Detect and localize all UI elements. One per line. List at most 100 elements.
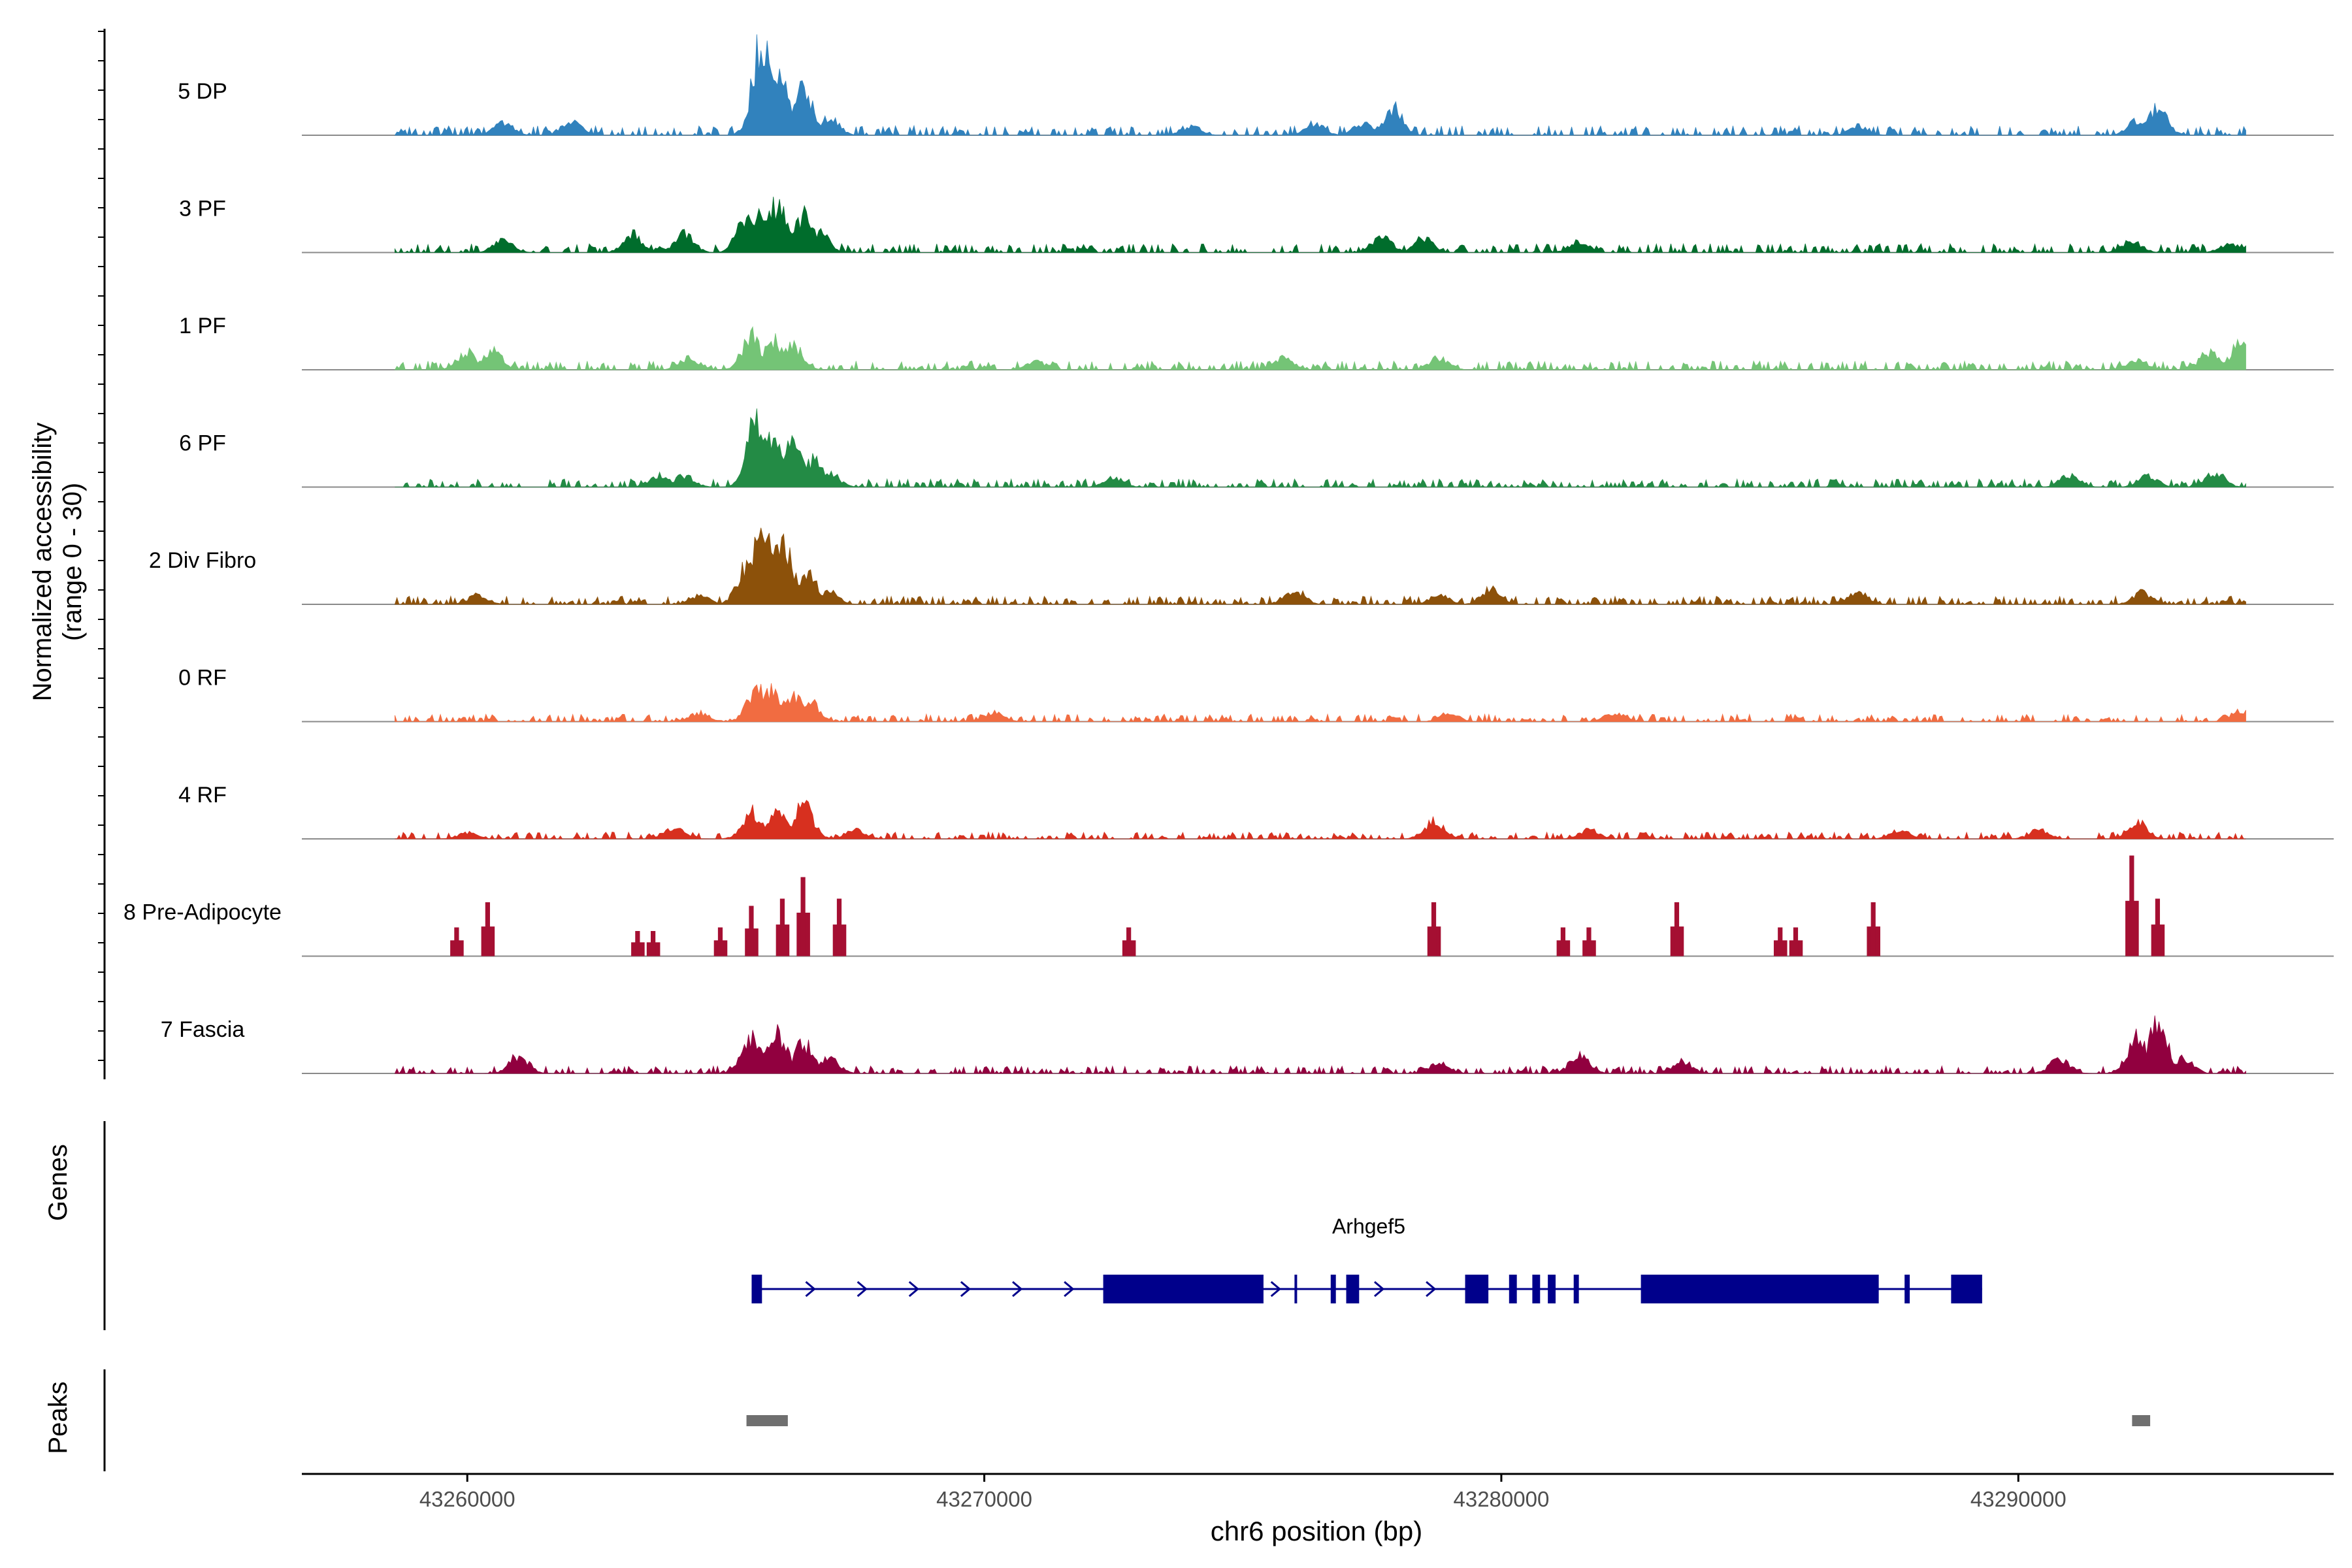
strand-arrow-icon — [908, 1281, 920, 1298]
coverage-area — [394, 326, 2246, 371]
coverage-block-peak — [1778, 927, 1783, 956]
gene-exon — [751, 1275, 762, 1303]
coverage-block — [1427, 902, 1441, 956]
coverage-block — [713, 927, 728, 956]
coverage-block-peak — [1674, 902, 1680, 956]
peaks-panel — [103, 1369, 2151, 1471]
strand-arrow-icon — [1012, 1281, 1023, 1298]
gene-exon — [1509, 1275, 1517, 1303]
track-label: 6 PF — [179, 431, 226, 456]
strand-arrow-icon — [805, 1281, 816, 1298]
coverage-block-peak — [651, 931, 656, 956]
coverage-block-peak — [779, 898, 785, 956]
coverage-block — [1582, 927, 1596, 956]
coverage-block — [2151, 898, 2165, 956]
coverage-area — [394, 527, 2246, 606]
coverage-y-label-line2: (range 0 - 30) — [58, 483, 87, 641]
track-5-dp: 5 DP — [178, 34, 2334, 137]
x-axis-title: chr6 position (bp) — [1211, 1516, 1423, 1546]
gene-exon — [1532, 1275, 1541, 1303]
gene-exon — [1465, 1275, 1489, 1303]
coverage-block-peak — [2129, 855, 2134, 956]
track-label: 2 Div Fibro — [149, 548, 256, 573]
track-label: 5 DP — [178, 79, 227, 104]
peak-region — [746, 1415, 788, 1426]
coverage-block-peak — [1870, 902, 1876, 956]
coverage-block — [631, 931, 645, 956]
track-label: 8 Pre-Adipocyte — [123, 900, 282, 925]
coverage-block-peak — [1431, 902, 1437, 956]
coverage-block-peak — [717, 927, 723, 956]
genes-y-label: Genes — [44, 1144, 73, 1221]
coverage-block-peak — [485, 902, 490, 956]
track-label: 7 Fascia — [161, 1017, 245, 1042]
coverage-area — [394, 34, 2246, 137]
coverage-block — [1670, 902, 1684, 956]
coverage-block-peak — [1560, 927, 1565, 956]
gene-exon — [1346, 1275, 1360, 1303]
gene-exon — [1904, 1275, 1910, 1303]
gene-exon — [1951, 1275, 1982, 1303]
gene-exon — [1548, 1275, 1556, 1303]
strand-arrow-icon — [960, 1281, 972, 1298]
x-tick-label: 43270000 — [936, 1487, 1032, 1511]
track-3-pf: 3 PF — [179, 197, 2334, 254]
coverage-area — [395, 197, 2246, 254]
track-label: 3 PF — [179, 197, 226, 221]
coverage-panel: 5 DP 3 PF 1 PF 6 PF 2 Div Fibro 0 RF 4 RF 8 Pre… — [98, 29, 2334, 1079]
gene-exon — [1641, 1275, 1879, 1303]
coverage-block — [646, 931, 661, 956]
coverage-block — [1773, 927, 1788, 956]
coverage-block — [450, 927, 464, 956]
track-label: 1 PF — [179, 314, 226, 338]
x-tick-label: 43260000 — [419, 1487, 515, 1511]
track-8-pre-adipocyte: 8 Pre-Adipocyte — [123, 855, 2334, 957]
coverage-area — [395, 408, 2246, 489]
peak-region — [2132, 1415, 2151, 1426]
track-1-pf: 1 PF — [179, 314, 2334, 371]
track-0-rf: 0 RF — [178, 666, 2334, 723]
x-tick-label: 43280000 — [1454, 1487, 1550, 1511]
coverage-area — [395, 800, 2246, 840]
coverage-block — [1867, 902, 1880, 956]
coverage-block — [796, 877, 810, 956]
gene-exon — [1573, 1275, 1579, 1303]
coverage-block — [776, 898, 790, 956]
coverage-block — [1556, 927, 1571, 956]
coverage-y-label-line1: Normalized accessibility — [28, 423, 57, 702]
coverage-block — [832, 898, 847, 956]
coverage-block-peak — [454, 927, 459, 956]
gene-exon — [1294, 1275, 1298, 1303]
coverage-block — [1122, 927, 1136, 956]
gene-exon — [1103, 1275, 1264, 1303]
coverage-block — [481, 902, 495, 956]
coverage-block-peak — [635, 931, 640, 956]
coverage-block — [2125, 855, 2139, 956]
coverage-area — [395, 683, 2246, 723]
coverage-block-peak — [2155, 898, 2161, 956]
track-4-rf: 4 RF — [178, 783, 2334, 840]
track-label: 0 RF — [178, 666, 227, 691]
track-7-fascia: 7 Fascia — [161, 1015, 2334, 1075]
coverage-block-peak — [1126, 927, 1132, 956]
gene-name: Arhgef5 — [1332, 1215, 1405, 1238]
strand-arrow-icon — [1426, 1281, 1437, 1298]
genes-panel: Arhgef5 — [103, 1121, 1982, 1330]
coverage-area — [394, 1015, 2246, 1075]
coverage-block — [1789, 927, 1803, 956]
coverage-block-peak — [1586, 927, 1592, 956]
coverage-block-peak — [836, 898, 842, 956]
track-2-div-fibro: 2 Div Fibro — [149, 527, 2334, 606]
coverage-block — [745, 906, 759, 956]
coverage-block-peak — [1793, 927, 1799, 956]
track-label: 4 RF — [178, 783, 227, 808]
strand-arrow-icon — [857, 1281, 868, 1298]
peaks-y-label: Peaks — [44, 1381, 73, 1454]
gene-exon — [1330, 1275, 1336, 1303]
strand-arrow-icon — [1270, 1281, 1282, 1298]
x-axis: 43260000 43270000 43280000 43290000 — [302, 1473, 2334, 1511]
strand-arrow-icon — [1064, 1281, 1075, 1298]
track-6-pf: 6 PF — [179, 408, 2334, 489]
coverage-block-peak — [800, 877, 806, 956]
